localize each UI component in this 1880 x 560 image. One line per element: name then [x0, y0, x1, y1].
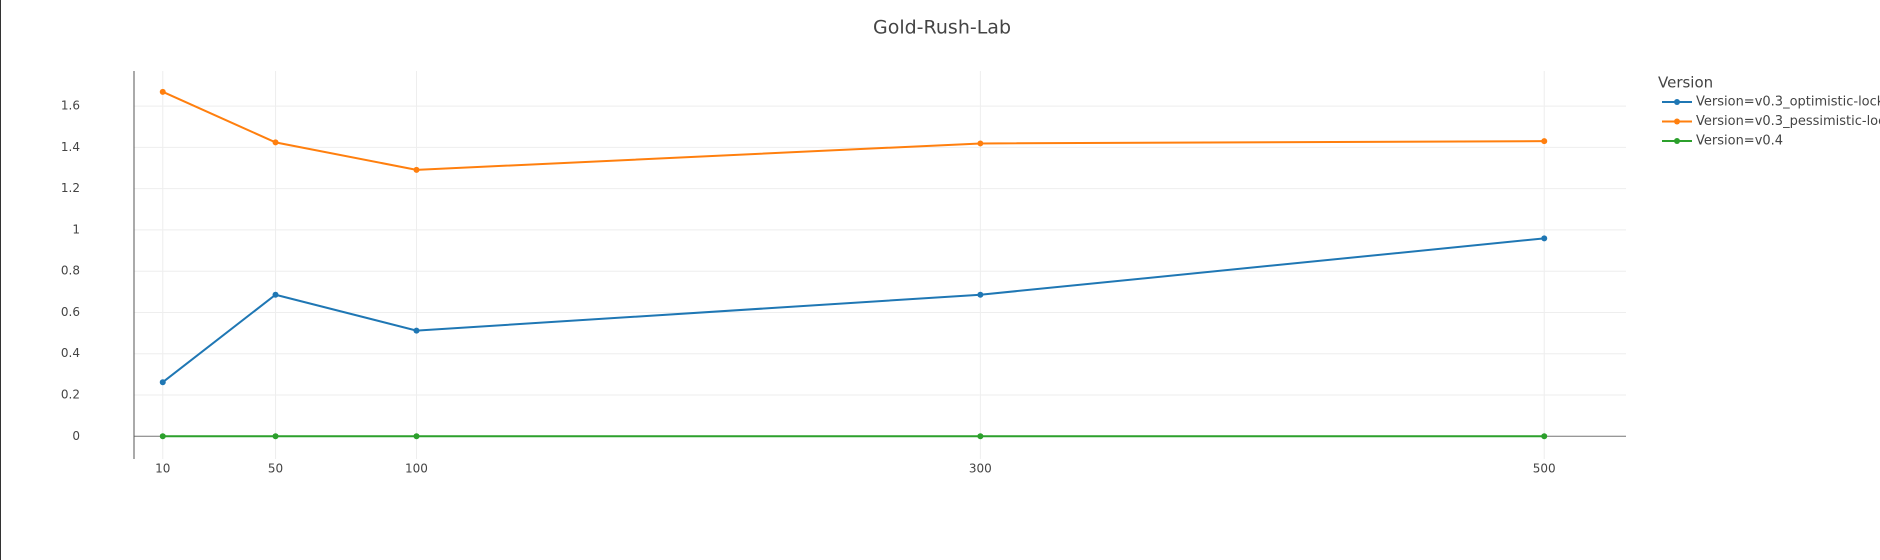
y-tick-label: 0: [72, 429, 80, 443]
legend-marker: [1674, 99, 1680, 105]
point: [1541, 433, 1548, 440]
y-tick-label: 1.4: [61, 140, 80, 154]
y-tick-label: 1.2: [61, 181, 80, 195]
y-tick-label: 0.2: [61, 388, 80, 402]
point: [159, 88, 166, 95]
series-line: [162, 90, 1545, 171]
y-tick-label: 1: [72, 222, 80, 236]
point: [272, 139, 279, 146]
legend-label[interactable]: Version=v0.3_optimistic-lock: [1696, 95, 1880, 110]
point: [1541, 138, 1548, 145]
y-tick-label: 0.4: [61, 346, 80, 360]
point: [159, 433, 166, 440]
legend-label[interactable]: Version=v0.4: [1696, 134, 1783, 149]
point: [159, 379, 166, 386]
series-line: [162, 237, 1545, 384]
point: [977, 291, 984, 298]
y-tick-label: 1.6: [61, 99, 80, 113]
legend-title: Version: [1658, 74, 1713, 92]
point: [977, 433, 984, 440]
y-tick-label: 0.6: [61, 305, 80, 319]
x-tick-label: 100: [405, 462, 428, 476]
legend-marker: [1674, 118, 1680, 125]
legend-marker: [1674, 138, 1680, 144]
point: [413, 327, 420, 334]
chart-title: Gold-Rush-Lab: [873, 17, 1011, 39]
point: [272, 291, 279, 298]
x-tick-label: 50: [268, 462, 283, 476]
y-tick-label: 0.8: [61, 264, 80, 278]
point: [1541, 235, 1548, 242]
x-tick-label: 300: [969, 462, 992, 476]
point: [977, 140, 984, 147]
legend-label[interactable]: Version=v0.3_pessimistic-lock: [1696, 114, 1880, 129]
point: [413, 166, 420, 173]
point: [413, 433, 420, 440]
x-tick-label: 10: [155, 462, 170, 476]
point: [272, 433, 279, 440]
x-tick-label: 500: [1533, 462, 1556, 476]
